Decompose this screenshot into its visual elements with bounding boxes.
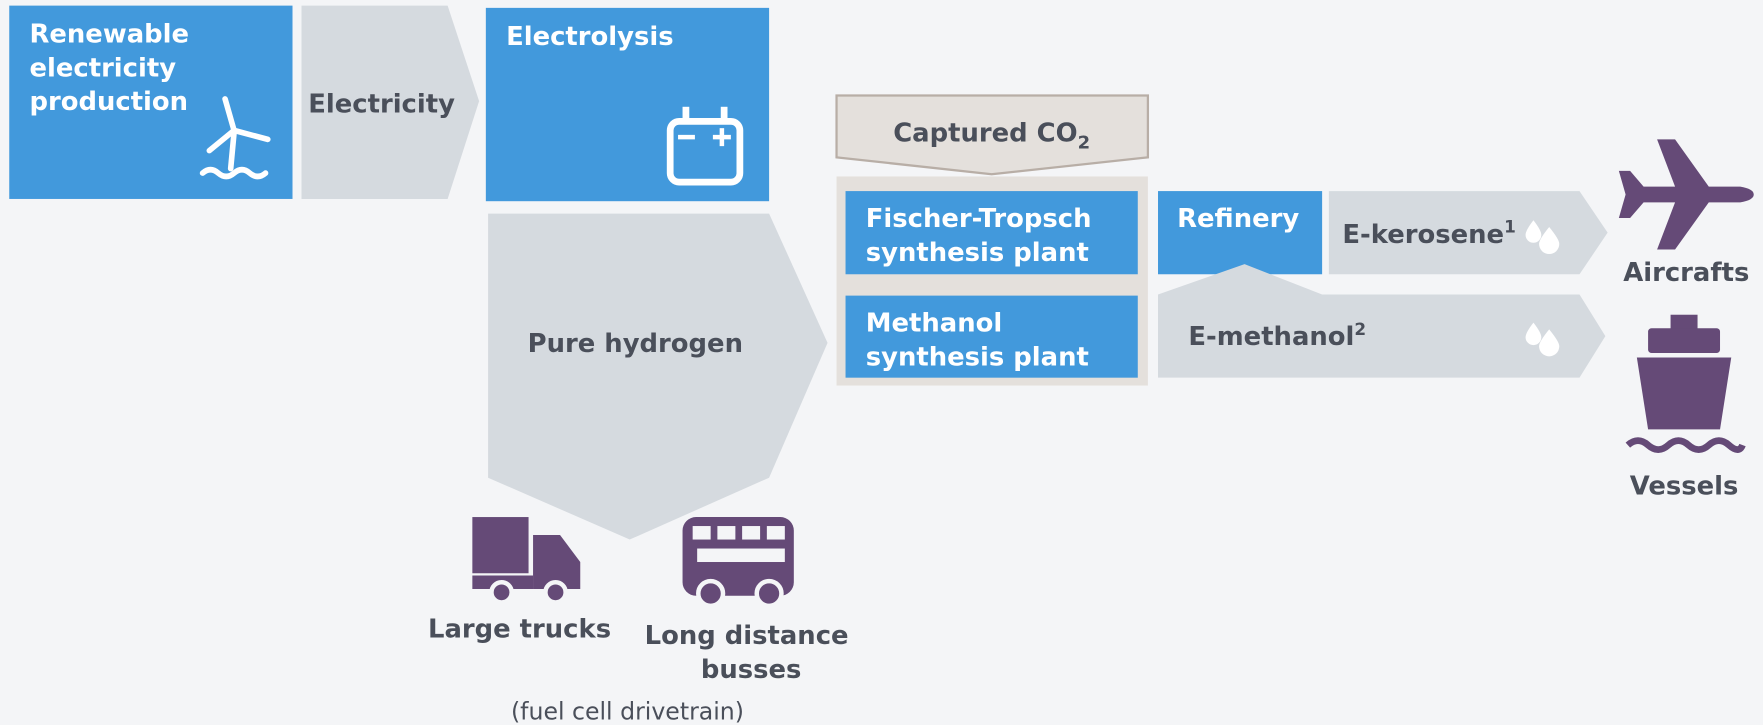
methanol-label: E-methanol2 xyxy=(1188,319,1366,352)
vessels-label: Vessels xyxy=(1630,472,1739,502)
hydrogen-shape xyxy=(488,213,828,540)
methanol-plant-label: Methanol synthesis plant xyxy=(866,309,1089,373)
battery-icon xyxy=(666,106,744,186)
refinery-label: Refinery xyxy=(1177,204,1299,234)
co2-label: Captured CO2 xyxy=(893,119,1090,154)
trucks-label: Large trucks xyxy=(428,614,611,644)
refinery-box xyxy=(1158,191,1323,275)
methanol-plant-box xyxy=(845,295,1138,378)
kerosene-label: E-kerosene1 xyxy=(1342,217,1515,250)
fischer-tropsch-label: Fischer-Tropsch synthesis plant xyxy=(866,204,1101,268)
electrolysis-label: Electrolysis xyxy=(506,22,674,52)
wind-turbine-icon xyxy=(199,96,271,180)
renewable-box xyxy=(9,5,293,199)
aircrafts-label: Aircrafts xyxy=(1623,258,1749,288)
fischer-tropsch-box xyxy=(845,191,1138,275)
drops-icon xyxy=(1525,220,1560,255)
electricity-arrow xyxy=(301,5,480,199)
electrolysis-box xyxy=(485,7,770,202)
vessel-icon xyxy=(1625,314,1746,453)
kerosene-arrow xyxy=(1328,191,1608,275)
renewable-label: Renewable electricity production xyxy=(29,20,198,117)
bus-icon xyxy=(682,517,794,609)
drivetrain-note: (fuel cell drivetrain) xyxy=(511,697,744,725)
electricity-label: Electricity xyxy=(308,89,455,119)
hydrogen-label: Pure hydrogen xyxy=(528,329,743,359)
methanol-arrow xyxy=(1158,264,1606,378)
aircraft-icon xyxy=(1618,139,1754,250)
busses-label: Long distance busses xyxy=(645,621,858,685)
truck-icon xyxy=(472,517,581,605)
drops-icon xyxy=(1525,322,1560,357)
co2-banner xyxy=(835,94,1150,176)
